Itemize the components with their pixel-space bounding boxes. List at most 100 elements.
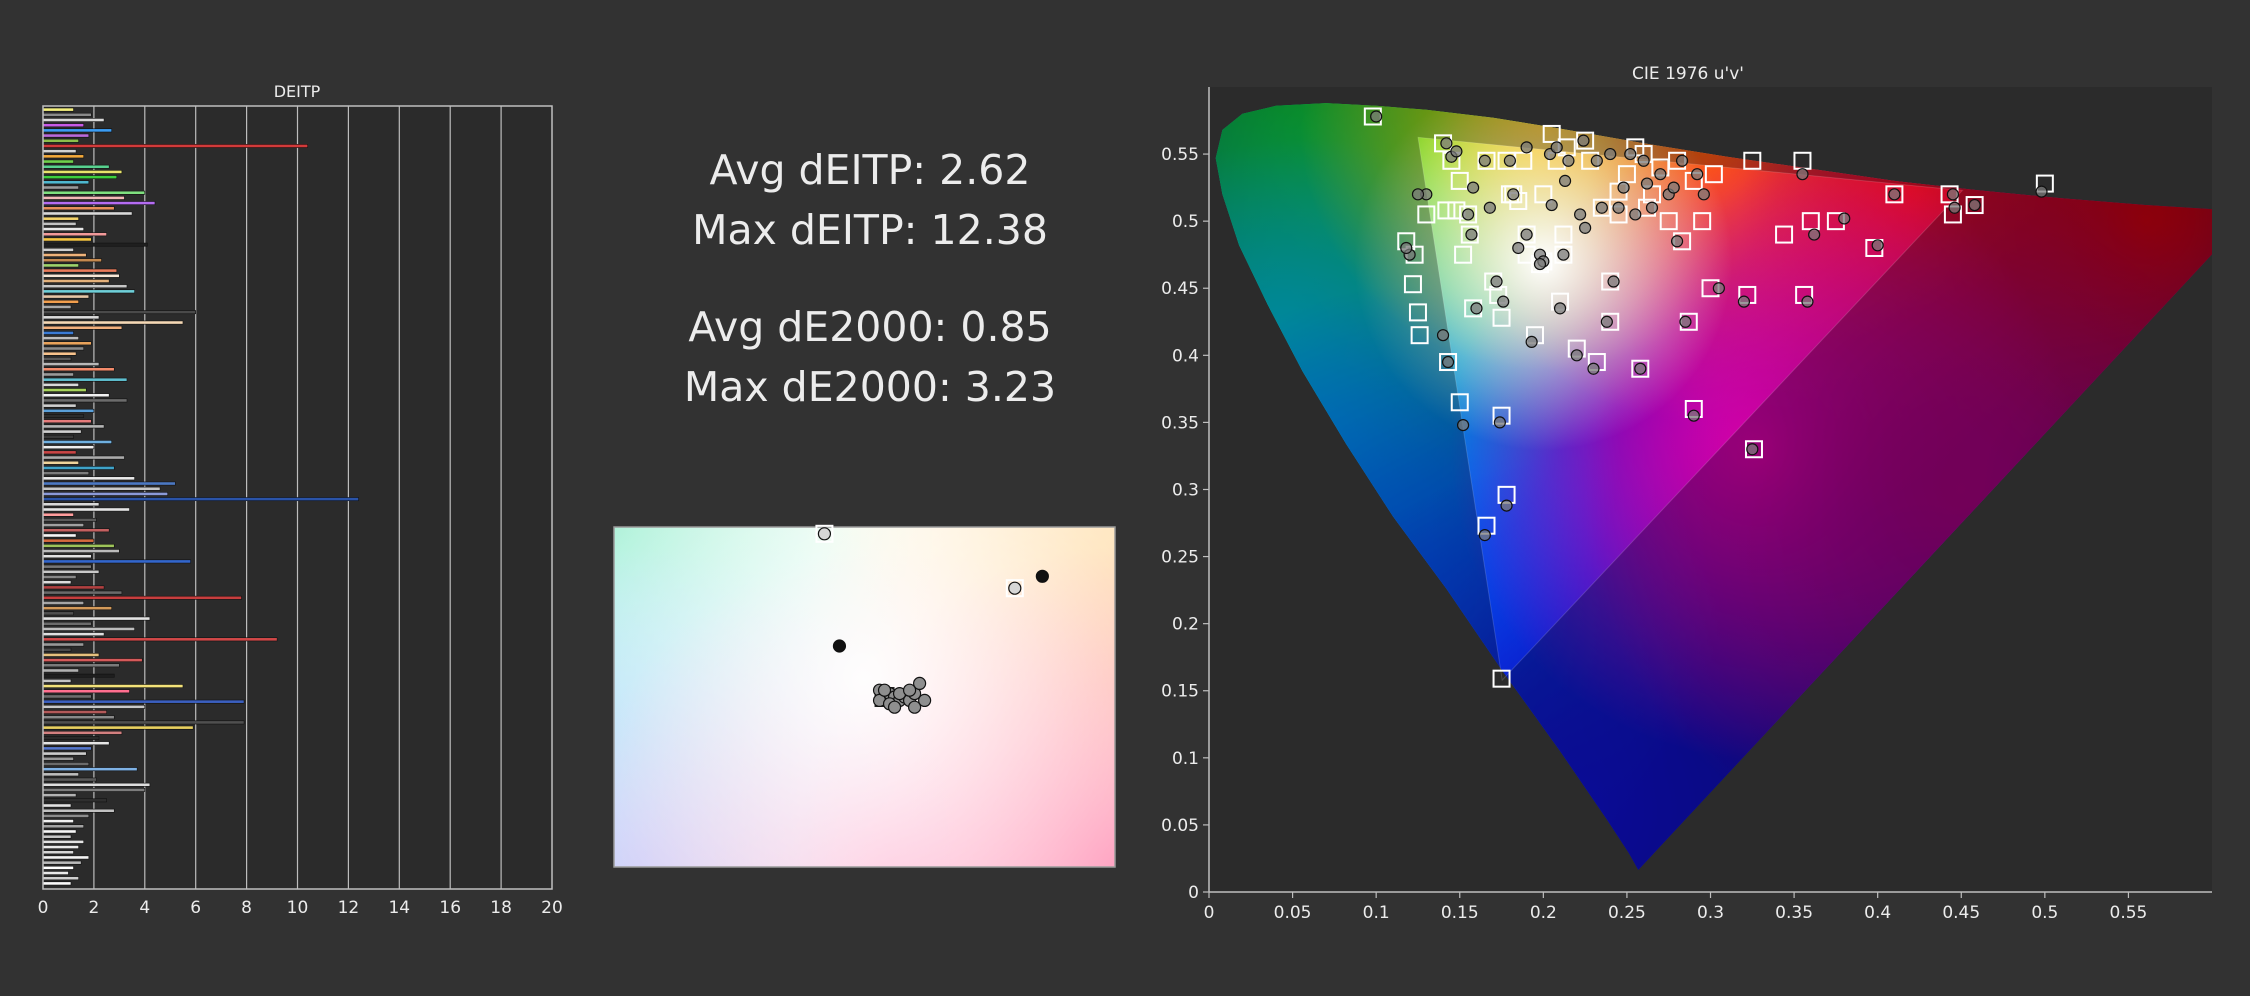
deitp-bar bbox=[42, 559, 191, 564]
deitp-bar bbox=[42, 408, 95, 413]
deitp-bar bbox=[42, 154, 85, 159]
cie-target-marker bbox=[1403, 275, 1422, 294]
cie-target-marker bbox=[1885, 185, 1904, 204]
cie-target-marker bbox=[1704, 165, 1723, 184]
cie-measured-marker bbox=[2035, 185, 2048, 198]
cie-measured-marker bbox=[1490, 275, 1503, 288]
cie-measured-marker bbox=[1579, 221, 1592, 234]
deitp-bar bbox=[42, 107, 74, 112]
deitp-bar bbox=[42, 263, 79, 268]
deitp-x-tick-labels: 0 2 4 6 8 10 12 14 16 18 20 bbox=[38, 898, 563, 918]
deitp-bar bbox=[42, 341, 92, 346]
deitp-bar bbox=[42, 118, 105, 122]
deitp-bar bbox=[42, 185, 79, 190]
cie-measured-marker bbox=[1612, 201, 1625, 214]
deitp-bar bbox=[42, 517, 97, 522]
deitp-plot-frame bbox=[42, 105, 553, 890]
cie-measured-marker bbox=[1577, 134, 1590, 147]
cie-measured-marker bbox=[1450, 145, 1463, 158]
cie-measured-marker bbox=[1465, 228, 1478, 241]
avg-deitp-text: Avg dEITP: 2.62 bbox=[709, 146, 1031, 194]
deitp-bar bbox=[42, 549, 120, 553]
deitp-x-tick-label: 18 bbox=[490, 898, 512, 918]
deitp-bar bbox=[42, 112, 92, 117]
cie-measured-marker bbox=[1553, 302, 1567, 315]
deitp-bar bbox=[42, 336, 79, 341]
cie-measured-marker bbox=[1697, 188, 1710, 201]
deitp-bar bbox=[42, 595, 242, 600]
deitp-bar bbox=[42, 668, 79, 673]
cie-target-marker bbox=[1492, 669, 1511, 688]
deitp-bar bbox=[42, 128, 113, 133]
deitp-bar bbox=[42, 621, 92, 626]
cie-measured-marker bbox=[1470, 302, 1483, 315]
cie-target-marker bbox=[1408, 303, 1427, 322]
deitp-bar bbox=[42, 144, 308, 148]
deitp-bar bbox=[42, 824, 85, 829]
white-point-measured-marker bbox=[918, 693, 932, 708]
cie-measured-marker bbox=[1440, 137, 1453, 150]
cie-target-marker bbox=[1744, 440, 1763, 459]
deitp-bar bbox=[42, 159, 74, 164]
deitp-bar bbox=[42, 133, 90, 138]
cie-measured-marker bbox=[1838, 212, 1851, 225]
deitp-bar bbox=[42, 850, 74, 855]
cie-measured-marker bbox=[1968, 198, 1981, 212]
cie-measured-marker bbox=[1590, 154, 1603, 167]
deitp-bar bbox=[42, 689, 130, 694]
deitp-bar bbox=[42, 393, 110, 398]
cie-target-marker bbox=[1743, 151, 1762, 170]
white-point-zoom-shade bbox=[614, 527, 1115, 867]
deitp-bar bbox=[42, 627, 135, 631]
cie-out-of-gamut-shade bbox=[1215, 103, 2212, 870]
cie-y-tick-label: 0.25 bbox=[1161, 548, 1199, 568]
deitp-bar bbox=[42, 543, 115, 548]
cie-x-tick-label: 0.5 bbox=[2031, 903, 2058, 923]
deitp-x-tick-label: 6 bbox=[190, 898, 201, 918]
de2000-summary: Avg dE2000: 0.85 Max dE2000: 3.23 bbox=[615, 297, 1125, 417]
white-point-measured-marker bbox=[902, 683, 917, 697]
cie-measured-marker bbox=[1557, 248, 1570, 261]
cie-target-marker bbox=[1450, 171, 1469, 190]
deitp-bar bbox=[42, 528, 110, 533]
cie-target-marker bbox=[1517, 225, 1536, 244]
cie-measured-marker bbox=[1436, 329, 1450, 342]
cie-measured-marker bbox=[1497, 295, 1510, 308]
cie-measured-marker bbox=[1670, 235, 1684, 248]
deitp-x-tick-label: 8 bbox=[241, 898, 252, 918]
white-point-target-marker bbox=[815, 524, 834, 543]
deitp-bar bbox=[42, 637, 278, 642]
cie-measured-marker bbox=[1520, 228, 1533, 241]
cie-x-tick-label: 0 bbox=[1204, 903, 1215, 923]
cie-x-tick-label: 0.25 bbox=[1608, 903, 1646, 923]
cie-x-tick-label: 0.55 bbox=[2110, 903, 2148, 923]
cie-x-tick-label: 0.15 bbox=[1441, 903, 1479, 923]
cie-measured-marker bbox=[1550, 141, 1563, 154]
deitp-bar bbox=[42, 601, 85, 605]
deitp-bar bbox=[42, 788, 146, 792]
deitp-bar bbox=[42, 507, 130, 512]
white-point-measured-marker bbox=[907, 700, 922, 714]
cie-measured-marker bbox=[1687, 409, 1700, 422]
deitp-x-tick-label: 16 bbox=[439, 898, 461, 918]
cie-measured-marker bbox=[1462, 208, 1475, 221]
white-point-measured-marker bbox=[832, 639, 847, 653]
deitp-bar bbox=[42, 299, 79, 304]
deitp-bar bbox=[42, 273, 120, 278]
white-point-measured-marker bbox=[913, 676, 927, 691]
cie-y-tick-label: 0.2 bbox=[1172, 615, 1199, 635]
deitp-bar bbox=[42, 279, 110, 283]
deitp-bar bbox=[42, 190, 146, 195]
deitp-bar bbox=[42, 512, 74, 517]
deitp-bar bbox=[42, 377, 128, 382]
deitp-bar bbox=[42, 138, 79, 143]
deitp-bar bbox=[42, 414, 85, 418]
deitp-bar bbox=[42, 253, 87, 257]
cie-measured-marker bbox=[1796, 168, 1809, 181]
deitp-bar bbox=[42, 741, 110, 746]
deitp-bar bbox=[42, 372, 74, 377]
cie-measured-marker bbox=[1478, 154, 1491, 167]
deitp-bar bbox=[42, 164, 110, 169]
cie-x-tick-label: 0.1 bbox=[1363, 903, 1390, 923]
deitp-bar bbox=[42, 419, 92, 424]
